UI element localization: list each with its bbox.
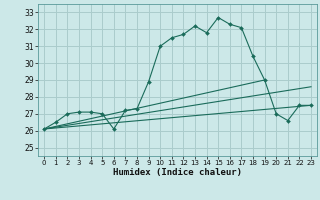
X-axis label: Humidex (Indice chaleur): Humidex (Indice chaleur) (113, 168, 242, 177)
